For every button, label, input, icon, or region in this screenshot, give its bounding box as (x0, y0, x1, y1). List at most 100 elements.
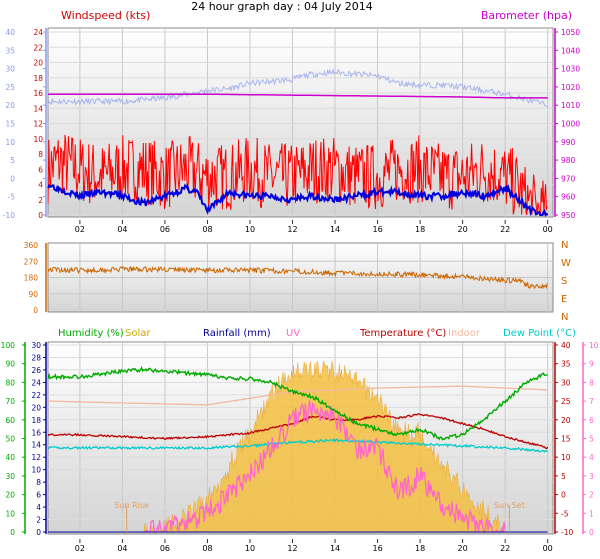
temperature-tick-label: 0 (561, 491, 566, 500)
wind-mid-tick-label: 22 (33, 43, 43, 52)
baro-tick-label: 1030 (561, 65, 580, 74)
rain-tick-label: 20 (31, 403, 41, 412)
compass-label: W (561, 258, 571, 269)
wind-x-tick-label: 14 (330, 225, 340, 234)
rain-tick-label: 24 (31, 378, 41, 387)
wind-left-tick-label: 10 (5, 138, 15, 147)
direction-left-tick-label: 90 (28, 290, 38, 299)
rain-tick-label: 18 (31, 416, 41, 425)
baro-tick-label: 960 (561, 193, 576, 202)
rain-tick-label: 8 (36, 478, 41, 487)
temperature-tick-label: 20 (561, 416, 571, 425)
rain-tick-label: 14 (31, 441, 41, 450)
legend-label: Dew Point (°C) (503, 328, 576, 339)
humidity-line (47, 365, 548, 441)
temperature-x-tick-label: 08 (202, 544, 212, 553)
rain-tick-label: 26 (31, 366, 41, 375)
direction-left-tick-label: 180 (24, 274, 39, 283)
temperature-x-tick-label: 18 (415, 544, 425, 553)
wind-mid-tick-label: 10 (33, 135, 43, 144)
baro-tick-label: 1010 (561, 101, 580, 110)
legend-label: Humidity (%) (58, 328, 124, 339)
humidity-tick-label: 10 (5, 509, 15, 518)
temperature-tick-label: 35 (561, 360, 571, 369)
temperature-x-tick-label: 14 (330, 544, 340, 553)
wind-x-tick-label: 12 (287, 225, 297, 234)
wind-title: Windspeed (kts) (61, 9, 150, 22)
temperature-tick-label: 15 (561, 435, 571, 444)
wind-left-tick-label: -5 (8, 193, 16, 202)
baro-tick-label: 980 (561, 156, 576, 165)
wind-left-tick-label: 25 (5, 83, 15, 92)
uv-tick-label: 0 (589, 528, 594, 537)
uv-tick-label: 1 (589, 509, 594, 518)
uv-tick-label: 7 (589, 397, 594, 406)
baro-tick-label: 1040 (561, 46, 580, 55)
legend-label: Solar (125, 328, 151, 339)
baro-tick-label: 1020 (561, 83, 580, 92)
temperature-tick-label: 30 (561, 378, 571, 387)
temperature-x-tick-label: 12 (287, 544, 297, 553)
temperature-x-tick-label: 06 (160, 544, 170, 553)
temperature-tick-label: 25 (561, 397, 571, 406)
wind-x-tick-label: 06 (160, 225, 170, 234)
temperature-tick-label: 5 (561, 472, 566, 481)
uv-tick-label: 3 (589, 472, 594, 481)
wind-x-tick-label: 18 (415, 225, 425, 234)
rain-tick-label: 6 (36, 491, 41, 500)
humidity-tick-label: 30 (5, 472, 15, 481)
temperature-tick-label: 40 (561, 341, 571, 350)
rain-tick-label: 4 (36, 503, 41, 512)
windspeed-line (47, 183, 549, 217)
uv-tick-label: 6 (589, 416, 594, 425)
left-axis-trace-line (47, 68, 548, 108)
direction-series (47, 265, 548, 290)
rain-tick-label: 2 (36, 516, 41, 525)
baro-tick-label: 1000 (561, 120, 580, 129)
humidity-tick-label: 70 (5, 397, 15, 406)
uv-line (143, 400, 506, 533)
temperature-axes: 0102030405060708090100024681012141618202… (1, 341, 599, 553)
temperature-tick-label: -10 (561, 528, 573, 537)
sunset-label: Sun Set (494, 501, 525, 510)
rain-tick-label: 28 (31, 353, 41, 362)
temperature-tick-label: -5 (561, 509, 569, 518)
humidity-tick-label: 40 (5, 453, 15, 462)
uv-tick-label: 8 (589, 378, 594, 387)
wind-direction-line (47, 265, 548, 290)
wind-x-tick-label: 10 (245, 225, 255, 234)
temperature-series: Sun Rise Sun Set (47, 360, 549, 533)
uv-tick-label: 10 (589, 341, 599, 350)
legend-label: Indoor (448, 328, 481, 339)
wind-mid-tick-label: 2 (38, 196, 43, 205)
wind-axes: -10-505101520253035400246810121416182022… (3, 28, 580, 234)
humidity-tick-label: 80 (5, 378, 15, 387)
temperature-x-tick-label: 16 (372, 544, 382, 553)
wind-left-tick-label: 20 (5, 101, 15, 110)
wind-mid-tick-label: 0 (38, 211, 43, 220)
rain-tick-label: 30 (31, 341, 41, 350)
humidity-tick-label: 90 (5, 360, 15, 369)
wind-left-tick-label: 5 (10, 156, 15, 165)
direction-left-tick-label: 360 (24, 241, 39, 250)
legend-label: UV (286, 328, 300, 339)
direction-left-tick-label: 0 (33, 306, 38, 315)
wind-left-tick-label: 0 (10, 174, 15, 183)
wind-x-tick-label: 04 (117, 225, 127, 234)
uv-tick-label: 5 (589, 435, 594, 444)
wind-series (47, 68, 549, 217)
humidity-tick-label: 0 (10, 528, 15, 537)
compass-label: E (561, 294, 567, 305)
indoor-line (47, 385, 548, 406)
baro-tick-label: 970 (561, 174, 576, 183)
gust-line (47, 134, 548, 216)
wind-x-tick-label: 22 (500, 225, 510, 234)
page-title: 24 hour graph day : 04 July 2014 (191, 0, 373, 13)
wind-left-tick-label: 30 (5, 65, 15, 74)
wind-mid-tick-label: 14 (33, 104, 43, 113)
humidity-tick-label: 60 (5, 416, 15, 425)
rain-tick-label: 0 (36, 528, 41, 537)
wind-x-tick-label: 00 (543, 225, 553, 234)
